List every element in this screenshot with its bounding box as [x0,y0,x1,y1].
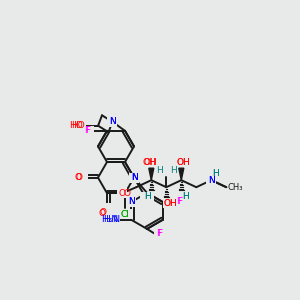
FancyBboxPatch shape [126,197,136,207]
Text: N: N [109,117,116,126]
Polygon shape [149,168,154,180]
Text: N: N [208,176,215,185]
Text: O: O [119,189,126,198]
Text: F: F [84,126,89,135]
Text: F: F [158,230,163,238]
FancyBboxPatch shape [129,172,139,183]
Text: H: H [212,169,219,178]
Text: N: N [130,173,137,182]
FancyBboxPatch shape [206,175,216,185]
Text: O: O [124,189,131,198]
FancyBboxPatch shape [163,199,177,208]
Polygon shape [179,168,184,180]
Text: OH: OH [143,158,157,167]
Text: H: H [170,166,177,175]
Text: O: O [100,208,106,217]
Text: Cl: Cl [121,210,129,219]
FancyBboxPatch shape [70,121,86,131]
FancyBboxPatch shape [84,126,94,136]
Text: OH: OH [176,158,190,167]
Text: H: H [156,166,163,175]
FancyBboxPatch shape [78,172,88,183]
Text: N: N [128,197,135,206]
Text: N: N [109,117,116,126]
Text: H₂N: H₂N [101,215,118,224]
Text: H: H [182,192,189,201]
Text: O: O [98,209,106,218]
Text: F: F [156,230,162,238]
Text: HO: HO [71,121,85,130]
Text: HO: HO [69,121,83,130]
Text: OH: OH [142,158,156,167]
FancyBboxPatch shape [140,192,154,201]
Text: H: H [144,192,151,201]
Text: F: F [177,197,182,206]
Text: F: F [85,126,90,135]
Text: OH: OH [164,199,177,208]
FancyBboxPatch shape [154,229,164,239]
FancyBboxPatch shape [142,158,156,167]
FancyBboxPatch shape [118,209,132,220]
FancyBboxPatch shape [176,158,190,167]
FancyBboxPatch shape [129,172,139,183]
FancyBboxPatch shape [117,188,127,198]
FancyBboxPatch shape [178,192,192,201]
Text: Cl: Cl [121,210,129,219]
FancyBboxPatch shape [102,215,120,225]
Text: H₂N: H₂N [103,215,120,224]
FancyBboxPatch shape [174,197,184,207]
FancyBboxPatch shape [107,117,117,127]
Text: H: H [212,169,219,178]
Text: O: O [75,173,82,182]
Text: N: N [130,173,137,182]
Text: CH₃: CH₃ [228,183,243,192]
Text: H: H [144,192,151,201]
Text: H: H [182,192,189,201]
Text: N: N [130,173,137,182]
Text: OH: OH [164,199,177,208]
Text: O: O [74,173,81,182]
Text: OH: OH [176,158,190,167]
Text: N: N [208,176,215,185]
Text: N: N [128,197,135,206]
Text: F: F [176,197,181,206]
FancyBboxPatch shape [102,203,112,214]
